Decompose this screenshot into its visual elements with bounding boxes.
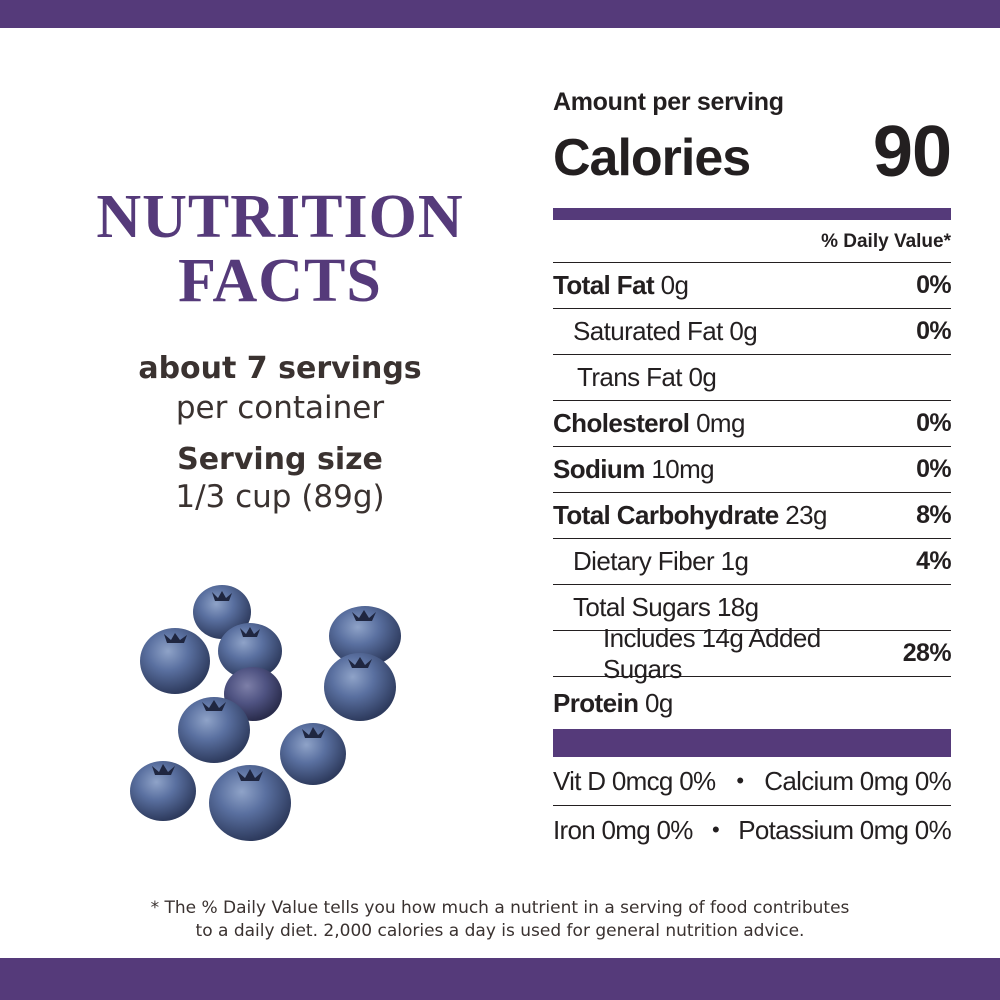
nutrient-name: Cholesterol [553,408,690,438]
nutrient-row-dietary-fiber: Dietary Fiber 1g 4% [553,539,952,585]
heading-line-2: FACTS [178,247,382,315]
nutrient-row-sodium: Sodium 10mg 0% [553,447,952,493]
nutrient-row-protein: Protein 0g [553,677,951,729]
nutrient-row-trans-fat: Trans Fat 0g [553,355,951,401]
nutrient-dv: 0% [916,409,952,437]
blueberry [324,653,396,721]
potassium: Potassium 0mg 0% [738,814,951,845]
serving-size-label: Serving size [177,442,383,477]
bottom-brand-band [0,958,1000,1000]
nutrient-name: Trans Fat 0g [577,362,717,392]
nutrient-row-cholesterol: Cholesterol 0mg 0% [553,401,952,447]
vitamin-row: Iron 0mg 0% • Potassium 0mg 0% [553,806,952,854]
nutrient-row-total-sugars: Total Sugars 18g [553,585,951,631]
bullet-separator: • [736,768,744,793]
blueberry [209,765,291,841]
nutrition-label-panel: Amount per serving Calories 90 % Daily V… [553,88,952,854]
nutrient-row-total-carbohydrate: Total Carbohydrate 23g 8% [553,493,952,539]
nutrient-dv: 0% [916,455,952,483]
nutrient-name: Includes 14g Added Sugars [603,622,821,684]
daily-value-header: % Daily Value* [553,220,951,263]
amount-per-serving: Amount per serving [553,88,784,116]
nutrient-dv: 4% [916,547,952,575]
serving-size-value: 1/3 cup (89g) [175,479,385,515]
blueberry [140,628,210,694]
blueberry [280,723,346,785]
nutrient-dv: 28% [902,639,952,667]
nutrient-name: Saturated Fat 0g [573,316,758,346]
bullet-separator: • [711,817,720,842]
servings-unit: per container [175,390,385,426]
footnote-line-2: to a daily diet. 2,000 calories a day is… [195,921,805,941]
nutrient-amount: 0mg [696,408,745,438]
nutrient-row-total-fat: Total Fat 0g 0% [553,263,952,309]
nutrient-amount: 10mg [651,454,714,484]
calories-label: Calories [553,129,751,187]
nutrient-name: Dietary Fiber 1g [573,546,749,576]
footnote-line-1: * The % Daily Value tells you how much a… [150,898,850,918]
calories-value: 90 [872,112,952,192]
nutrient-amount: 23g [785,500,827,530]
thick-divider [553,729,951,757]
blueberry [329,606,401,666]
blueberry [178,697,250,763]
blueberry [130,761,196,821]
nutrient-name: Total Sugars 18g [573,592,759,622]
blueberry [193,585,251,639]
blueberries-image [130,585,401,841]
nutrient-name: Protein [553,687,639,718]
nutrient-amount: 0g [645,687,673,718]
nutrition-summary: NUTRITION FACTS about 7 servings per con… [60,185,500,515]
heading-line-1: NUTRITION [96,183,464,251]
nutrient-row-saturated-fat: Saturated Fat 0g 0% [553,309,952,355]
nutrient-dv: 8% [916,501,952,529]
calories-row: Calories 90 [553,112,952,192]
calcium: Calcium 0mg 0% [764,765,951,796]
top-brand-band [0,0,1000,28]
daily-value-footnote: * The % Daily Value tells you how much a… [90,897,910,943]
vitamin-d: Vit D 0mcg 0% [553,765,716,796]
nutrient-amount: 0g [660,270,689,300]
vitamin-row: Vit D 0mcg 0% • Calcium 0mg 0% [553,757,952,806]
nutrient-dv: 0% [916,317,952,345]
nutrient-name: Total Fat [553,270,655,300]
nutrient-row-added-sugars: Includes 14g Added Sugars 28% [553,623,952,684]
servings-count: about 7 servings [138,351,422,386]
iron: Iron 0mg 0% [553,814,693,845]
blueberry [218,623,282,679]
thick-divider [553,208,951,220]
nutrient-dv: 0% [916,271,952,299]
nutrient-name: Sodium [553,454,645,484]
nutrient-name: Total Carbohydrate [553,500,779,530]
